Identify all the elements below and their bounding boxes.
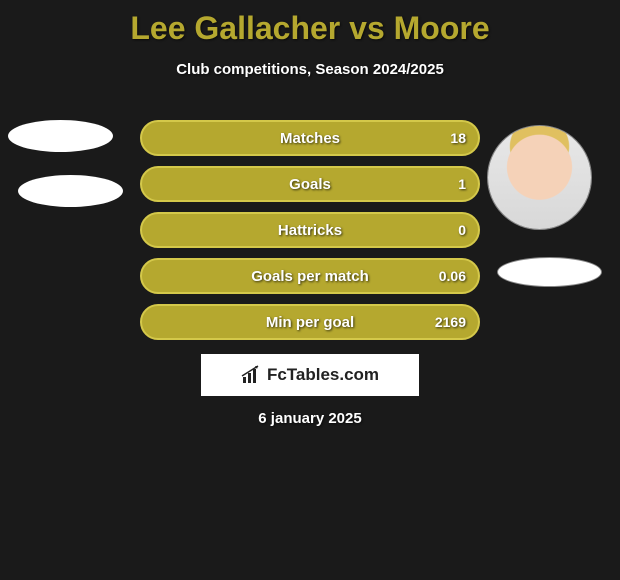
stat-right-value: 1 (458, 176, 466, 192)
logo-text: FcTables.com (267, 365, 379, 385)
stat-right-value: 18 (450, 130, 466, 146)
stats-bars: Matches 18 Goals 1 Hattricks 0 Goals per… (140, 120, 480, 350)
player-right-avatar-1 (487, 125, 592, 230)
player-right-avatar-2 (497, 257, 602, 287)
stat-bar-min-per-goal: Min per goal 2169 (140, 304, 480, 340)
stat-label: Hattricks (278, 222, 342, 239)
stat-right-value: 0.06 (439, 268, 466, 284)
date-label: 6 january 2025 (0, 410, 620, 427)
stat-bar-goals-per-match: Goals per match 0.06 (140, 258, 480, 294)
face-icon (488, 126, 591, 229)
stat-bar-hattricks: Hattricks 0 (140, 212, 480, 248)
page-subtitle: Club competitions, Season 2024/2025 (0, 61, 620, 78)
chart-icon (241, 365, 263, 385)
stat-label: Goals per match (251, 268, 369, 285)
stat-right-value: 2169 (435, 314, 466, 330)
player-left-avatar-1 (8, 120, 113, 152)
stat-bar-goals: Goals 1 (140, 166, 480, 202)
page-title: Lee Gallacher vs Moore (0, 0, 620, 47)
stat-label: Goals (289, 176, 331, 193)
player-left-avatar-2 (18, 175, 123, 207)
stat-label: Min per goal (266, 314, 354, 331)
stat-bar-matches: Matches 18 (140, 120, 480, 156)
stat-label: Matches (280, 130, 340, 147)
stat-right-value: 0 (458, 222, 466, 238)
site-logo[interactable]: FcTables.com (201, 354, 419, 396)
